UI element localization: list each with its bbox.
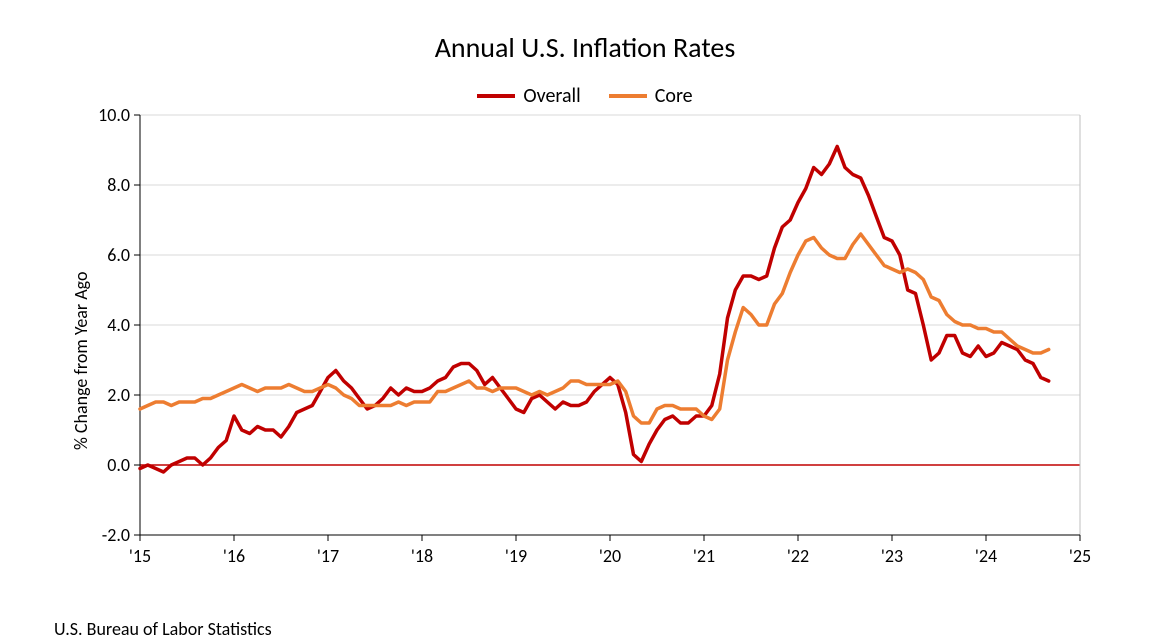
x-tick-label: '19 — [505, 545, 527, 567]
x-tick-label: '22 — [787, 545, 809, 567]
x-tick-label: '23 — [881, 545, 903, 567]
y-tick-label: 10.0 — [80, 104, 130, 126]
plot-area — [0, 0, 1170, 640]
x-tick-label: '18 — [411, 545, 433, 567]
x-tick-label: '25 — [1069, 545, 1091, 567]
x-tick-label: '15 — [129, 545, 151, 567]
source-attribution: U.S. Bureau of Labor Statistics — [54, 618, 272, 640]
x-tick-label: '21 — [693, 545, 715, 567]
y-tick-label: 2.0 — [80, 384, 130, 406]
x-tick-label: '16 — [223, 545, 245, 567]
series-line-overall — [140, 147, 1049, 473]
x-tick-label: '17 — [317, 545, 339, 567]
y-tick-label: 0.0 — [80, 454, 130, 476]
y-tick-label: 4.0 — [80, 314, 130, 336]
y-tick-label: 6.0 — [80, 244, 130, 266]
y-tick-label: -2.0 — [80, 524, 130, 546]
x-tick-label: '24 — [975, 545, 997, 567]
inflation-chart: Annual U.S. Inflation Rates OverallCore … — [0, 0, 1170, 640]
y-tick-label: 8.0 — [80, 174, 130, 196]
x-tick-label: '20 — [599, 545, 621, 567]
